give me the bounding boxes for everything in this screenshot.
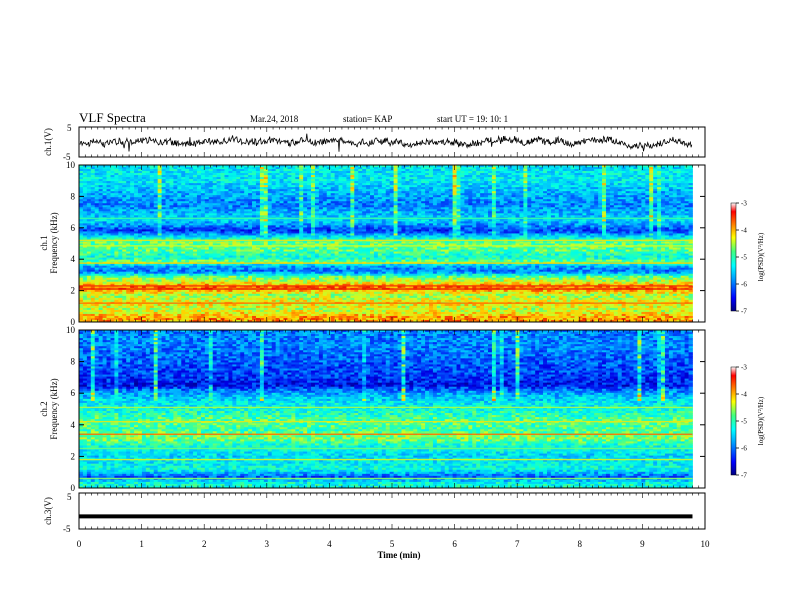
- station-label: station= KAP: [343, 114, 392, 124]
- date-label: Mar.24, 2018: [250, 114, 299, 124]
- start-time-label: start UT = 19: 10: 1: [437, 114, 508, 124]
- vlf-spectra-figure: VLF Spectra Mar.24, 2018 station= KAP st…: [0, 0, 792, 612]
- ch1-ylabel: ch.1(V): [43, 128, 53, 156]
- ch1-ytick-top: 5: [67, 123, 72, 133]
- ch1-waveform-panel: 5 -5 ch.1(V): [43, 123, 705, 162]
- figure-title: VLF Spectra: [79, 110, 146, 125]
- ch1-spectrogram-image: [79, 165, 693, 322]
